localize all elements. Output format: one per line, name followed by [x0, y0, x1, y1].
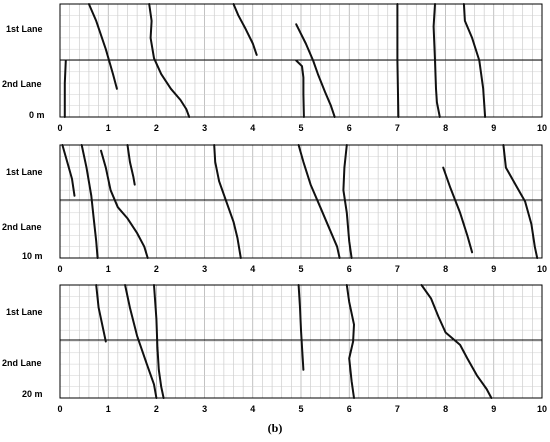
panel-frame	[59, 144, 543, 259]
vehicle-trajectory-3	[153, 284, 165, 399]
panel-20m: 1st Lane 2nd Lane 20 m 0 1 2 3 4 5 6 7 8 9 10	[2, 284, 547, 414]
panel-0m: 1st Lane 2nd Lane 0 m 0 1 2 3 4 5 6 7 8 9 10	[2, 3, 547, 133]
vehicle-trajectory-9	[63, 59, 67, 118]
vehicle-trajectory-4	[126, 144, 136, 186]
vehicle-trajectory-7	[342, 144, 353, 259]
panel-20m-lane-2-label: 2nd Lane	[2, 358, 42, 368]
x-tick-label: 8	[443, 404, 448, 414]
panel-frame	[59, 284, 543, 399]
panel-10m: 1st Lane 2nd Lane 10 m 0 1 2 3 4 5 6 7 8 9 10	[2, 144, 547, 274]
x-tick-label: 10	[537, 404, 547, 414]
vehicle-trajectory-5	[295, 23, 336, 118]
x-tick-label: 0	[57, 123, 62, 133]
vehicle-trajectory-3	[232, 3, 258, 56]
x-tick-label: 5	[298, 123, 303, 133]
x-tick-label: 8	[443, 264, 448, 274]
x-tick-label: 7	[395, 264, 400, 274]
vehicle-trajectory-6	[420, 284, 493, 399]
vehicle-trajectory-1	[95, 284, 107, 343]
panel-0m-lane-1-label: 1st Lane	[6, 24, 43, 34]
panel-0m-distance-label: 0 m	[29, 110, 45, 120]
x-tick-label: 8	[443, 123, 448, 133]
vehicle-trajectory-2	[124, 284, 158, 399]
x-tick-label: 2	[154, 404, 159, 414]
x-tick-label: 7	[395, 123, 400, 133]
x-tick-label: 9	[491, 264, 496, 274]
panel-0m-lane-2-label: 2nd Lane	[2, 79, 42, 89]
panel-10m-distance-label: 10 m	[22, 251, 43, 261]
vehicle-trajectory-4	[297, 284, 305, 371]
x-tick-label: 5	[298, 404, 303, 414]
x-tick-label: 9	[491, 123, 496, 133]
x-tick-label: 9	[491, 404, 496, 414]
x-tick-label: 1	[106, 123, 111, 133]
vehicle-trajectory-8	[462, 3, 487, 118]
x-tick-label: 3	[202, 264, 207, 274]
x-tick-label: 3	[202, 404, 207, 414]
panel-0m-grid	[59, 3, 543, 118]
x-tick-label: 1	[106, 404, 111, 414]
panel-10m-x-ticks: 0 1 2 3 4 5 6 7 8 9 10	[57, 264, 547, 274]
x-tick-label: 0	[57, 264, 62, 274]
x-tick-label: 7	[395, 404, 400, 414]
x-tick-label: 6	[347, 264, 352, 274]
x-tick-label: 4	[250, 404, 255, 414]
vehicle-trajectory-8	[442, 166, 474, 254]
panel-10m-grid	[59, 144, 543, 259]
vehicle-trajectory-1	[87, 3, 118, 90]
vehicle-trajectory-7	[432, 3, 441, 118]
panel-0m-trajectories	[63, 3, 487, 118]
panel-0m-x-ticks: 0 1 2 3 4 5 6 7 8 9 10	[57, 123, 547, 133]
vehicle-trajectory-2	[80, 144, 99, 259]
figure-caption: (b)	[268, 421, 283, 435]
panel-20m-lane-1-label: 1st Lane	[6, 307, 43, 317]
x-tick-label: 6	[347, 123, 352, 133]
vehicle-trajectory-2	[148, 3, 191, 118]
x-tick-label: 6	[347, 404, 352, 414]
panel-10m-lane-2-label: 2nd Lane	[2, 222, 42, 232]
panel-10m-lane-1-label: 1st Lane	[6, 167, 43, 177]
x-tick-label: 3	[202, 123, 207, 133]
panel-20m-x-ticks: 0 1 2 3 4 5 6 7 8 9 10	[57, 404, 547, 414]
panel-20m-grid	[59, 284, 543, 399]
vehicle-trajectory-5	[213, 144, 242, 259]
panel-20m-trajectories	[95, 284, 493, 399]
panel-20m-distance-label: 20 m	[22, 389, 43, 399]
vehicle-trajectory-1	[61, 144, 76, 197]
x-tick-label: 0	[57, 404, 62, 414]
x-tick-label: 10	[537, 123, 547, 133]
x-tick-label: 4	[250, 264, 255, 274]
x-tick-label: 10	[537, 264, 547, 274]
x-tick-label: 2	[154, 264, 159, 274]
vehicle-trajectory-3	[100, 149, 149, 259]
vehicle-trajectory-5	[345, 284, 355, 399]
vehicle-trajectory-4	[295, 59, 305, 118]
panel-10m-trajectories	[61, 144, 539, 259]
vehicle-trajectory-6	[396, 3, 400, 118]
x-tick-label: 4	[250, 123, 255, 133]
x-tick-label: 1	[106, 264, 111, 274]
x-tick-label: 5	[298, 264, 303, 274]
x-tick-label: 2	[154, 123, 159, 133]
vehicle-trajectory-9	[502, 144, 539, 259]
vehicle-trajectory-6	[297, 144, 341, 259]
